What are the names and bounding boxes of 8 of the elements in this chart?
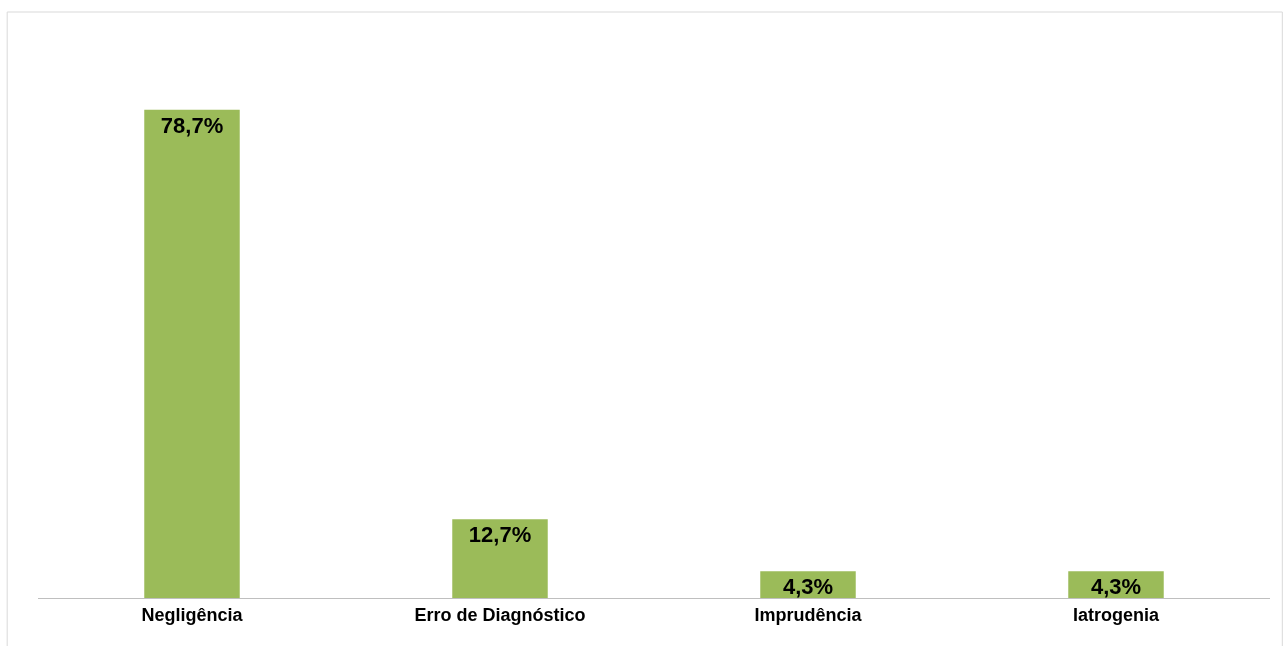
data-label: 12,7% <box>468 522 532 548</box>
x-tick-label: Erro de Diagnóstico <box>414 604 586 625</box>
x-tick-label: Imprudência <box>754 604 863 625</box>
data-label: 4,3% <box>782 574 834 600</box>
x-tick-label: Iatrogenia <box>1072 604 1160 625</box>
x-tick-label: Negligência <box>141 604 244 625</box>
data-label: 4,3% <box>1090 574 1142 600</box>
data-label: 78,7% <box>160 112 224 138</box>
